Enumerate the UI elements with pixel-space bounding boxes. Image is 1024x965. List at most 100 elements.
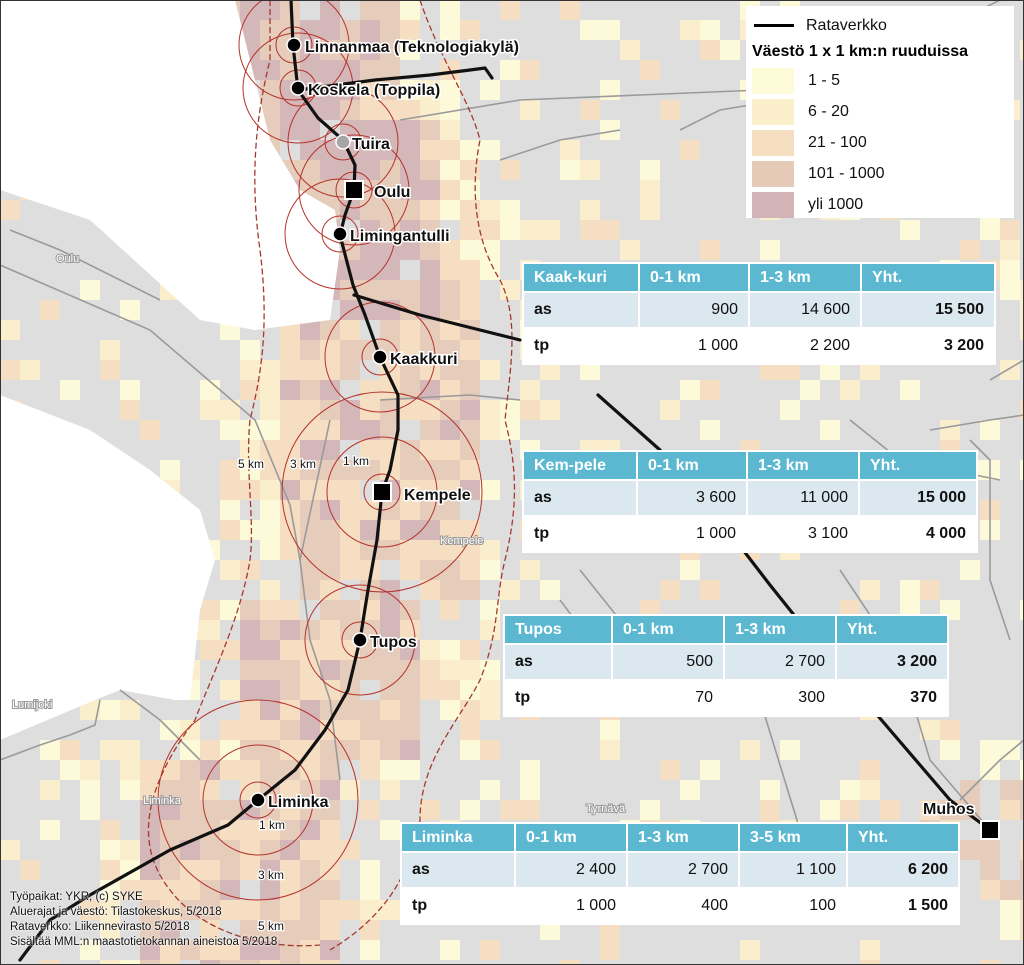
population-cell	[340, 160, 360, 180]
population-cell	[400, 0, 420, 20]
credit-line: Sisältää MML:n maastotietokannan aineist…	[10, 936, 278, 948]
population-cell	[80, 760, 100, 780]
population-cell	[0, 320, 20, 340]
table-header-row: Liminka 0-1 km 1-3 km 3-5 km Yht.	[400, 822, 960, 853]
population-cell	[1020, 320, 1024, 340]
station-dot-icon[interactable]	[352, 632, 368, 648]
population-cell	[300, 960, 320, 965]
population-cell	[340, 100, 360, 120]
outer-buffer-west	[147, 0, 321, 947]
population-cell	[300, 360, 320, 380]
station-dot-icon[interactable]	[332, 226, 348, 242]
population-cell	[320, 920, 340, 940]
population-cell	[460, 160, 480, 180]
population-cell	[320, 340, 340, 360]
population-cell	[260, 480, 280, 500]
population-cell	[580, 100, 600, 120]
population-cell	[100, 900, 120, 920]
table-column-header: 1-3 km	[723, 614, 837, 645]
population-cell	[600, 120, 620, 140]
population-cell	[520, 800, 540, 820]
population-cell	[40, 300, 60, 320]
population-cell	[400, 220, 420, 240]
station-square-icon[interactable]	[372, 482, 392, 502]
population-cell	[440, 940, 460, 960]
population-cell	[320, 780, 340, 800]
population-cell	[220, 480, 240, 500]
population-cell	[960, 240, 980, 260]
station-dot-icon[interactable]	[286, 37, 302, 53]
population-cell	[200, 840, 220, 860]
population-cell	[420, 220, 440, 240]
population-cell	[440, 280, 460, 300]
population-cell	[300, 640, 320, 660]
population-cell	[400, 40, 420, 60]
population-cell	[320, 480, 340, 500]
population-cell	[520, 760, 540, 780]
distance-ring	[202, 744, 314, 856]
population-cell	[120, 960, 140, 965]
population-cell	[700, 380, 720, 400]
population-cell	[300, 900, 320, 920]
population-cell	[400, 360, 420, 380]
station-dot-icon[interactable]	[250, 792, 266, 808]
population-cell	[280, 20, 300, 40]
population-cell	[340, 780, 360, 800]
station-dot-icon[interactable]	[290, 80, 306, 96]
table-header-row: Kaak-kuri 0-1 km 1-3 km Yht.	[522, 262, 996, 293]
population-cell	[360, 500, 380, 520]
population-cell	[360, 800, 380, 820]
population-cell	[420, 520, 440, 540]
population-cell	[240, 660, 260, 680]
population-cell	[480, 560, 500, 580]
population-cell	[420, 260, 440, 280]
population-cell	[660, 580, 680, 600]
table-cell: 1 000	[638, 327, 750, 365]
population-cell	[240, 860, 260, 880]
population-cell	[260, 640, 280, 660]
population-cell	[980, 220, 1000, 240]
population-cell	[600, 740, 620, 760]
population-cell	[680, 380, 700, 400]
population-cell	[260, 620, 280, 640]
population-cell	[460, 20, 480, 40]
station-dot-icon[interactable]	[335, 134, 351, 150]
population-cell	[400, 660, 420, 680]
population-cell	[40, 780, 60, 800]
branch-north	[296, 66, 494, 92]
population-cell	[180, 940, 200, 960]
population-cell	[300, 320, 320, 340]
population-cell	[300, 820, 320, 840]
population-cell	[460, 800, 480, 820]
population-cell	[580, 220, 600, 240]
population-cell	[600, 220, 620, 240]
population-cell	[440, 100, 460, 120]
population-cell	[400, 520, 420, 540]
population-cell	[420, 160, 440, 180]
station-dot-icon[interactable]	[372, 349, 388, 365]
population-cell	[420, 440, 440, 460]
population-cell	[280, 840, 300, 860]
population-cell	[380, 420, 400, 440]
population-cell	[320, 560, 340, 580]
population-cell	[360, 120, 380, 140]
population-cell	[680, 140, 700, 160]
station-square-icon[interactable]	[980, 820, 1000, 840]
population-cell	[320, 800, 340, 820]
table-cell: 370	[835, 679, 949, 717]
legend-swatch	[752, 160, 794, 187]
population-cell	[740, 740, 760, 760]
population-cell	[1000, 220, 1020, 240]
station-square-icon[interactable]	[344, 180, 364, 200]
population-cell	[500, 280, 520, 300]
population-cell	[400, 320, 420, 340]
population-cell	[420, 640, 440, 660]
distance-ring	[157, 699, 359, 901]
population-cell	[340, 520, 360, 540]
table-column-header: 0-1 km	[611, 614, 725, 645]
population-cell	[240, 840, 260, 860]
population-cell	[440, 520, 460, 540]
population-cell	[280, 920, 300, 940]
population-cell	[380, 600, 400, 620]
